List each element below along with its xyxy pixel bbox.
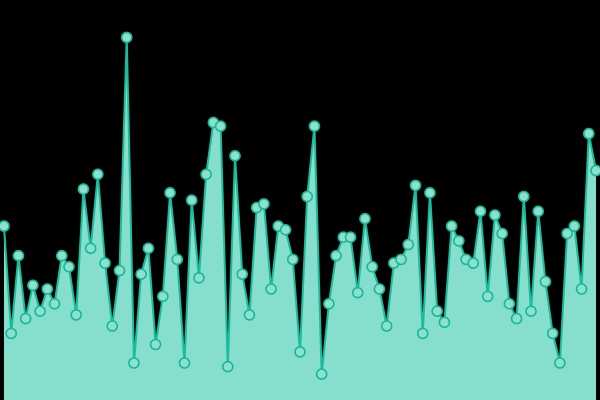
data-point-marker [301,190,314,203]
data-point-marker [19,312,32,325]
data-point-marker [359,212,371,225]
data-point-marker [200,168,212,181]
data-point-marker [380,320,393,332]
data-point-marker [157,290,169,303]
data-point-marker [185,194,198,206]
data-point-marker [373,283,386,295]
data-point-marker [416,327,429,340]
data-point-marker [41,283,54,295]
data-point-marker [330,249,342,262]
data-point-marker [258,198,270,210]
data-point-marker [5,327,18,340]
data-point-marker [142,242,155,255]
data-point-marker [164,187,176,199]
data-point-marker [214,120,227,132]
data-point-marker [265,283,277,295]
data-point-marker [229,150,241,162]
data-point-marker [34,305,46,318]
data-point-marker [546,327,559,340]
data-point-marker [481,290,494,303]
data-point-marker [92,168,104,181]
data-point-marker [590,164,600,177]
data-point-marker [344,231,357,243]
data-point-marker [128,357,140,369]
data-point-marker [84,242,97,255]
data-point-marker [489,209,501,221]
data-point-marker [12,249,25,262]
data-point-marker [351,286,364,299]
data-point-marker [106,320,119,332]
data-point-marker [503,297,516,310]
data-point-marker [474,205,487,218]
data-point-marker [496,227,508,240]
data-point-marker [294,346,306,358]
data-point-markers [0,31,600,380]
data-point-marker [135,268,147,281]
data-point-marker [308,120,321,132]
data-point-marker [120,31,133,44]
data-point-marker [445,220,458,232]
data-point-marker [467,257,480,269]
data-point-marker [510,312,523,325]
data-point-marker [149,338,162,351]
data-point-marker [366,260,379,273]
data-point-marker [532,205,545,218]
data-point-marker [517,190,530,203]
data-point-marker [554,357,566,369]
data-point-marker [193,272,205,284]
data-point-marker [424,187,436,199]
data-point-marker [171,253,184,266]
data-point-marker [402,238,415,251]
data-point-marker [539,275,552,288]
data-point-marker [409,179,422,192]
data-point-marker [568,220,581,232]
data-point-marker [27,279,39,292]
data-point-marker [243,309,256,321]
data-point-marker [63,260,75,273]
data-point-marker [431,305,443,318]
data-point-marker [582,127,595,140]
data-point-marker [55,249,68,262]
data-point-marker [113,264,126,277]
data-point-marker [575,283,588,295]
data-point-marker [561,227,573,240]
data-point-marker [323,297,335,310]
data-point-marker [99,257,111,269]
data-point-marker [395,253,407,266]
data-point-marker [438,316,451,329]
data-point-marker [77,183,90,195]
data-point-marker [453,235,465,247]
data-point-marker [286,253,299,266]
data-point-marker [525,305,537,318]
data-point-marker [0,220,10,232]
data-point-marker [279,224,292,236]
data-point-marker [315,368,328,380]
data-point-marker [48,297,61,310]
data-point-marker [178,357,191,369]
data-point-marker [222,360,234,373]
data-point-marker [70,309,82,321]
data-point-marker [236,268,249,281]
